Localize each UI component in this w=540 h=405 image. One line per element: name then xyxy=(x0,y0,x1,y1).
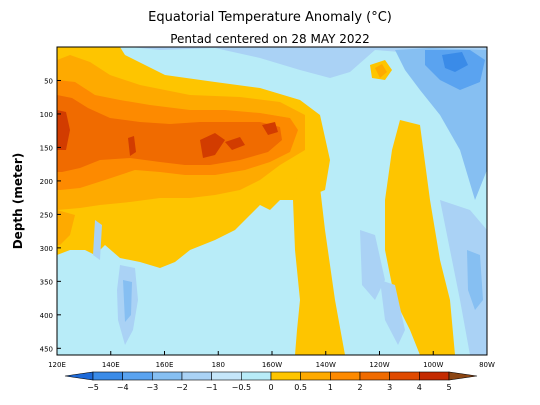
y-tick-label: 400 xyxy=(40,312,53,320)
y-tick-label: 200 xyxy=(40,178,53,186)
x-tick-label: 140W xyxy=(316,361,336,369)
colorbar-label: −1 xyxy=(206,383,218,392)
y-tick-label: 450 xyxy=(40,345,53,353)
colorbar-swatch xyxy=(181,371,212,381)
colorbar-swatch xyxy=(152,371,183,381)
region-cold-05-right xyxy=(440,200,487,355)
colorbar-label: 5 xyxy=(446,383,451,392)
y-tick-label: 300 xyxy=(40,245,53,253)
region-warm-05b xyxy=(57,210,75,245)
region-cold-3 xyxy=(442,52,468,72)
colorbar-label: −3 xyxy=(146,383,158,392)
region-warm-2 xyxy=(57,95,282,172)
colorbar-swatch xyxy=(211,371,242,381)
colorbar-swatch xyxy=(270,371,301,381)
colorbar-extend-high xyxy=(448,371,478,381)
region-cold-05-right2 xyxy=(380,280,405,345)
colorbar-label: 3 xyxy=(387,383,392,392)
region-warm-3e xyxy=(262,122,278,135)
colorbar-label: −2 xyxy=(176,383,188,392)
x-tick-label: 160W xyxy=(262,361,282,369)
colorbar-label: −4 xyxy=(117,383,129,392)
plot-area xyxy=(57,47,487,355)
colorbar-label: −5 xyxy=(87,383,99,392)
y-axis-label: Depth (meter) xyxy=(11,153,25,250)
region-cold-05-mid xyxy=(360,230,385,300)
colorbar-label: 0 xyxy=(268,383,273,392)
colorbar-swatch xyxy=(419,371,450,381)
region-warm-3d xyxy=(225,137,245,150)
chart-subtitle: Pentad centered on 28 MAY 2022 xyxy=(170,32,370,46)
region-warm-3c xyxy=(200,133,225,158)
y-tick-label: 350 xyxy=(40,278,53,286)
y-tick-label: 250 xyxy=(40,211,53,219)
colorbar-label: 4 xyxy=(417,383,422,392)
x-tick-label: 100W xyxy=(423,361,443,369)
region-warm-05c xyxy=(375,64,387,78)
colorbar-swatch xyxy=(330,371,361,381)
y-tick-label: 100 xyxy=(40,111,53,119)
region-cold-05-col2 xyxy=(93,220,102,260)
region-warm-120w xyxy=(385,120,455,355)
colorbar-extend-low xyxy=(64,371,94,381)
colorbar-label: 2 xyxy=(357,383,362,392)
colorbar-swatch xyxy=(389,371,420,381)
colorbar-swatch xyxy=(359,371,390,381)
colorbar-legend: −5 −4 −3 −2 −1 −0.5 0 0.5 1 2 3 4 5 xyxy=(64,371,478,392)
region-warm-column xyxy=(293,160,345,355)
colorbar-label: 0.5 xyxy=(294,383,307,392)
x-tick-label: 120W xyxy=(369,361,389,369)
region-warm-3a xyxy=(57,110,70,150)
x-tick-label: 80W xyxy=(479,361,495,369)
x-axis: 120E 140E 160E 180 160W 140W 120W 100W 80W xyxy=(48,351,495,369)
colorbar-swatch xyxy=(122,371,153,381)
region-cold-1-left xyxy=(123,280,132,322)
x-tick-label: 160E xyxy=(156,361,174,369)
colorbar-swatch xyxy=(241,371,272,381)
region-warm-3b xyxy=(128,136,136,156)
x-tick-label: 120E xyxy=(48,361,66,369)
colorbar-swatch xyxy=(300,371,331,381)
colorbar-swatch xyxy=(92,371,123,381)
colorbar-label: 1 xyxy=(328,383,333,392)
region-cold-1-deep xyxy=(467,250,483,310)
colorbar-label: −0.5 xyxy=(232,383,251,392)
x-tick-label: 140E xyxy=(102,361,120,369)
y-tick-label: 150 xyxy=(40,144,53,152)
y-tick-label: 50 xyxy=(44,77,53,85)
chart-title: Equatorial Temperature Anomaly (°C) xyxy=(148,10,392,25)
x-tick-label: 180 xyxy=(212,361,225,369)
y-axis: 50 100 150 200 250 300 350 400 450 xyxy=(40,77,61,353)
